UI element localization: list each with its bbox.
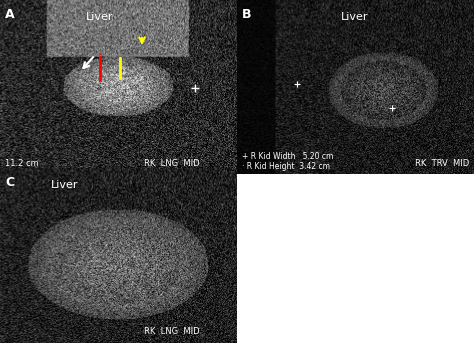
Text: Liver: Liver — [86, 12, 114, 22]
Text: RK  LNG  MID: RK LNG MID — [145, 159, 200, 168]
Text: + R Kid Width   5.20 cm: + R Kid Width 5.20 cm — [242, 152, 333, 161]
Text: 11.2 cm: 11.2 cm — [5, 159, 39, 168]
Text: Liver: Liver — [341, 12, 369, 22]
Text: B: B — [242, 8, 252, 21]
Text: Liver: Liver — [51, 180, 79, 190]
Text: A: A — [5, 8, 15, 21]
Text: RK  TRV  MID: RK TRV MID — [415, 159, 469, 168]
Text: · R Kid Height  3.42 cm: · R Kid Height 3.42 cm — [242, 162, 330, 171]
Text: RK  LNG  MID: RK LNG MID — [145, 327, 200, 336]
Text: C: C — [5, 176, 14, 189]
